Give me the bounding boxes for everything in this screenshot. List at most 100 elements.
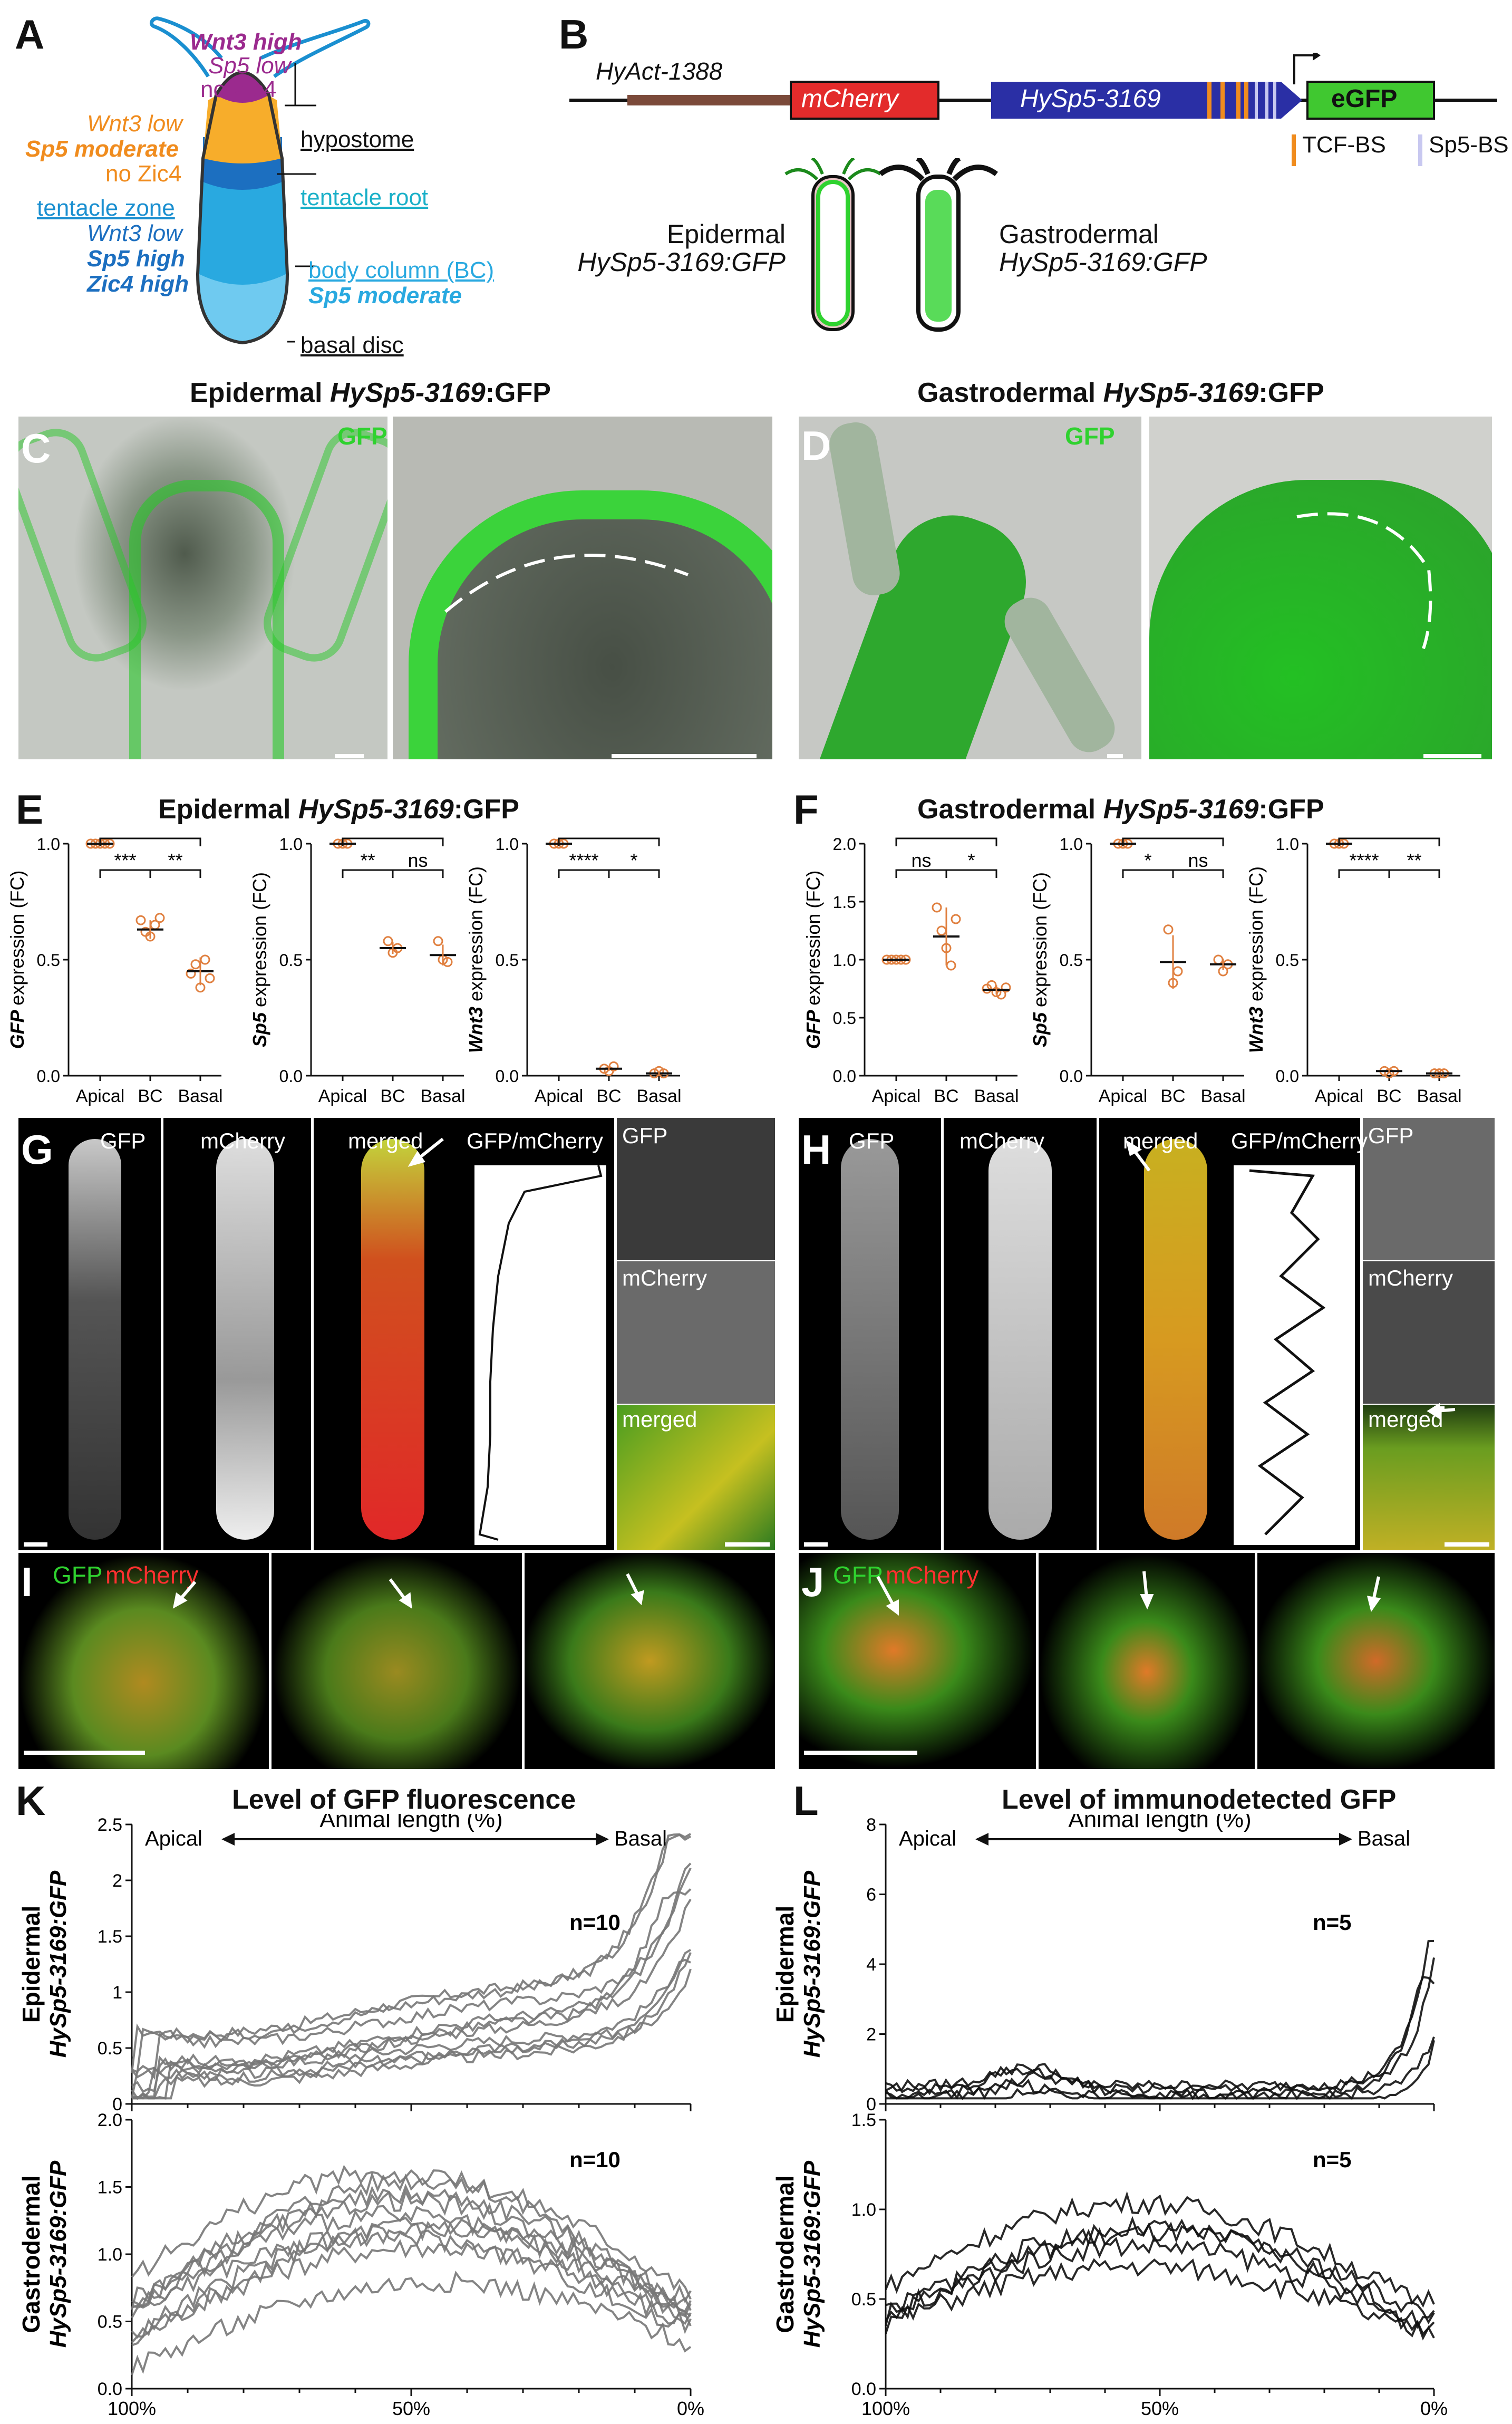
y-tick-label: 0.5 [98, 2312, 122, 2332]
trace-line [131, 2205, 692, 2326]
y-tick-label: 1.5 [98, 1927, 122, 1947]
panel-c-title: Epidermal HySp5-3169:GFP [190, 378, 551, 408]
significance-label: **** [569, 849, 598, 871]
data-point [654, 1066, 664, 1076]
gfp-label-d: GFP [1065, 422, 1115, 450]
arrow-head [221, 1833, 235, 1846]
panel-letter-g: G [21, 1126, 53, 1173]
trace-line [131, 2216, 692, 2339]
y-tick-label: 1.5 [833, 893, 856, 912]
j-mcherry-label: mCherry [886, 1561, 979, 1589]
significance-bracket [558, 837, 660, 846]
trace-line [885, 2222, 1435, 2326]
scale-bar [804, 1542, 828, 1547]
significance-label: * [967, 849, 975, 871]
y-axis-label: Epidermal [17, 1906, 45, 2023]
data-point [135, 915, 146, 925]
arrow-head [1339, 1833, 1352, 1846]
significance-label: *** [139, 833, 161, 839]
g-side-merged-label: merged [622, 1407, 697, 1432]
x-tick-label: Basal [1417, 1086, 1461, 1106]
y-axis-label: HySp5-3169:GFP [45, 1870, 71, 2058]
label-sp5-high: Sp5 high [87, 246, 185, 272]
significance-bracket [99, 837, 201, 846]
scale-bar [335, 754, 364, 758]
x-tick-label: 0% [677, 2398, 704, 2419]
y-tick-label: 1.0 [37, 835, 60, 854]
g-side-gfp-label: GFP [622, 1123, 668, 1148]
trace-line [885, 2216, 1435, 2329]
panel-letter-l: L [793, 1778, 819, 1824]
x-tick-label: Basal [636, 1086, 681, 1106]
trace-line [885, 1976, 1435, 2100]
x-tick-label: Apical [76, 1086, 125, 1106]
data-point [154, 913, 165, 923]
construct-diagram [569, 53, 1497, 166]
micrograph-i-3 [525, 1553, 775, 1769]
dashed-boundary [1296, 512, 1432, 649]
y-tick-label: 6 [866, 1885, 876, 1905]
panel-letter-e: E [16, 786, 44, 833]
x-tick-label: Apical [872, 1086, 921, 1106]
tentacle-outline [260, 19, 371, 78]
sp5-legend-swatch [1418, 134, 1422, 166]
label-no-zic4: no Zic4 [200, 76, 277, 102]
data-point [190, 959, 201, 970]
y-axis-label: GFP expression (FC) [6, 871, 28, 1049]
micrograph-h-side-merged [1363, 1405, 1495, 1550]
x-tick-label: 50% [1141, 2398, 1179, 2419]
significance-bracket [99, 869, 151, 878]
y-tick-label: 0 [112, 2094, 122, 2114]
arrow-head [975, 1833, 988, 1846]
hyact-promoter-arrow [627, 87, 838, 113]
i-gfp-label: GFP [53, 1561, 103, 1589]
y-tick-label: 0.0 [851, 2379, 876, 2399]
trace-line [131, 2239, 692, 2344]
y-tick-label: 0.5 [98, 2039, 122, 2059]
y-tick-label: 1.0 [833, 951, 856, 970]
data-point [205, 973, 215, 983]
significance-label: * [630, 849, 637, 871]
y-tick-label: 1 [112, 1983, 122, 2003]
micrograph-c-zoom [393, 417, 772, 759]
g-gfp-label: GFP [100, 1128, 146, 1153]
micrograph-h-gfp [799, 1118, 941, 1550]
y-tick-label: 1.0 [1060, 835, 1083, 854]
data-point [186, 968, 196, 979]
apical-label: Apical [899, 1827, 956, 1850]
micrograph-c-overview [18, 417, 387, 759]
data-point [433, 936, 443, 947]
micrograph-h-side-mcherry [1363, 1261, 1495, 1404]
data-point [932, 902, 942, 913]
micrograph-d-overview [799, 417, 1141, 759]
y-tick-label: 1.0 [1276, 835, 1299, 854]
significance-bracket [1338, 869, 1390, 878]
panel-d-title: Gastrodermal HySp5-3169:GFP [917, 378, 1324, 408]
y-tick-label: 2 [112, 1871, 122, 1891]
trace-line [131, 2271, 692, 2375]
scale-bar [24, 1751, 145, 1755]
dot-plots-ef: 0.0 0.5 1.0 GFP expression (FC) Apical BC Basa… [6, 833, 1462, 1106]
y-tick-label: 0 [866, 2094, 876, 2114]
y-axis-label: Wnt3 expression (FC) [465, 866, 487, 1053]
hyact-label: HyAct-1388 [596, 57, 723, 85]
y-tick-label: 0.5 [833, 1009, 856, 1028]
panel-letter-c: C [21, 425, 51, 471]
panel-letter-j: J [801, 1559, 825, 1605]
y-tick-label: 0.5 [496, 951, 519, 970]
panel-letter-d: D [801, 422, 831, 469]
tcf-legend-swatch [1292, 134, 1296, 166]
label-basal-disc: basal disc [301, 332, 404, 358]
label-no-zic4: no Zic4 [105, 161, 182, 187]
y-tick-label: 0.5 [37, 951, 60, 970]
line-plot-l-gastrodermal: 0.0 0.5 1.0 1.5 100% 50% 0% n=5 Gastrodermal HySp… [771, 2110, 1448, 2419]
panel-letter-b: B [559, 11, 589, 57]
label-sp5-low: Sp5 low [208, 53, 291, 79]
trace-line [885, 1939, 1435, 2092]
dot-plot-e: 0.0 0.5 1.0 Sp5 expression (FC) Apical BC Basa… [249, 833, 466, 1106]
h-side-gfp-label: GFP [1368, 1123, 1414, 1148]
micrograph-h-side-gfp [1363, 1118, 1495, 1260]
significance-label: **** [594, 833, 624, 839]
y-tick-label: 2.0 [98, 2110, 122, 2130]
